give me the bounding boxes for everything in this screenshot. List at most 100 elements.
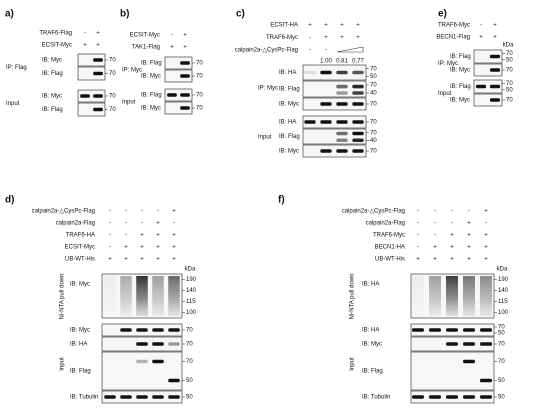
treatment-sign: + (356, 35, 360, 41)
band (480, 395, 492, 399)
blot-label: IB: Myc (70, 282, 90, 288)
treatment-sign: + (450, 245, 454, 251)
treatment-sign: + (450, 257, 454, 263)
band (463, 395, 475, 399)
band (168, 395, 180, 399)
treatment-sign: + (172, 209, 176, 215)
treatment-sign: + (356, 23, 360, 29)
band (152, 328, 164, 332)
treatment-sign: - (480, 23, 482, 29)
marker-label: 70 (196, 106, 203, 112)
band (352, 84, 364, 89)
treatment-sign: + (140, 233, 144, 239)
treatment-sign: + (183, 33, 187, 39)
blot (473, 79, 503, 94)
quantification: 0.81 (336, 59, 348, 65)
treatment-sign: + (140, 245, 144, 251)
band (412, 395, 424, 399)
band (352, 131, 364, 136)
section-title: Ni-NTA pull down (60, 274, 66, 320)
treatment-sign: + (124, 245, 128, 251)
band (480, 342, 492, 346)
band (336, 120, 348, 124)
marker-label: 70 (109, 58, 116, 64)
marker-label: 70 (498, 325, 505, 331)
band (475, 84, 487, 89)
section-title: IP: Myc (258, 86, 278, 92)
band (136, 342, 148, 346)
band (412, 328, 424, 332)
band (304, 120, 316, 124)
section-title: IP: Myc (122, 68, 142, 74)
kda-label: kDa (185, 267, 196, 273)
blot-label: IB: Flag (141, 61, 162, 67)
blot-label: IB: Myc (279, 149, 299, 155)
blot-label: IB: Flag (362, 369, 383, 375)
treatment-sign: + (83, 43, 87, 49)
marker-label: 70 (498, 359, 505, 365)
kda-label: kDa (503, 43, 514, 49)
blot-label: IB: Myc (70, 328, 90, 334)
blot-label: IB: HA (279, 120, 296, 126)
blot-label: IB: HA (70, 342, 87, 348)
treatment-sign: - (417, 221, 419, 227)
treatment-sign: + (484, 209, 488, 215)
marker-label: 70 (370, 83, 377, 89)
band (463, 359, 475, 364)
treatment-sign: - (451, 209, 453, 215)
blot-label: IB: Myc (450, 68, 470, 74)
marker-label: 40 (370, 91, 377, 97)
marker-label: 70 (196, 93, 203, 99)
band (336, 138, 348, 143)
band (152, 359, 164, 364)
marker-label: 70 (186, 342, 193, 348)
panel-label: d) (5, 195, 14, 206)
treatment-sign: - (309, 48, 311, 54)
blot-label: IB: HA (279, 70, 296, 76)
treatment-sign: - (109, 209, 111, 215)
treatment-sign: - (109, 245, 111, 251)
treatment-sign: + (467, 257, 471, 263)
treatment-name: calpain2a-Flag (56, 221, 95, 227)
band (136, 395, 148, 399)
blot-label: IB: Tubulin (362, 395, 390, 401)
treatment-sign: - (325, 48, 327, 54)
smear (104, 276, 116, 316)
blot-label: IB: Myc (141, 106, 161, 112)
treatment-name: calpain2a-△CysPc-Flag (32, 209, 95, 215)
treatment-sign: + (183, 45, 187, 51)
treatment-sign: - (141, 209, 143, 215)
treatment-name: calpain2a-△CysPc-Flag (235, 48, 298, 54)
treatment-sign: - (125, 233, 127, 239)
band (152, 395, 164, 399)
band (120, 395, 132, 399)
treatment-sign: - (434, 209, 436, 215)
blot-label: IB: Myc (362, 342, 382, 348)
treatment-sign: + (340, 35, 344, 41)
treatment-sign: + (433, 257, 437, 263)
band (80, 94, 90, 98)
treatment-sign: + (140, 257, 144, 263)
treatment-name: calpain2a-△CysPc-Flag (342, 209, 405, 215)
marker-label: 70 (506, 68, 513, 74)
band (93, 71, 103, 76)
section-title: Input (258, 135, 272, 141)
marker-label: 50 (186, 378, 193, 384)
marker-label: 100 (498, 310, 509, 316)
marker-label: 70 (370, 130, 377, 136)
marker-label: 70 (196, 74, 203, 80)
treatment-sign: + (156, 221, 160, 227)
treatment-name: calpain2a-Flag (366, 221, 405, 227)
treatment-name: ECSIT-Myc (42, 43, 72, 49)
blot-label: IB: HA (362, 328, 379, 334)
blot-label: IB: Flag (141, 93, 162, 99)
blot-label: IB: Flag (450, 54, 471, 60)
band (136, 328, 148, 332)
band (429, 328, 441, 332)
treatment-sign: + (172, 257, 176, 263)
blot (302, 64, 367, 81)
section-title: Input (350, 357, 356, 371)
band (446, 342, 458, 346)
marker-label: 70 (370, 66, 377, 72)
blot-label: IB: Myc (42, 94, 62, 100)
